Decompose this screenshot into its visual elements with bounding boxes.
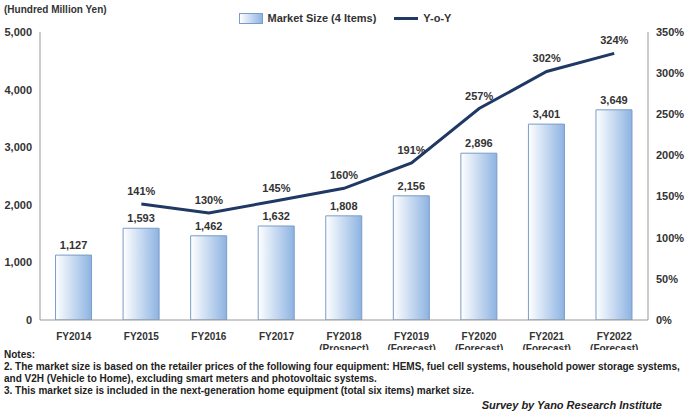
html-text:Y-o-Y: Y-o-Y: [423, 12, 452, 24]
svg-text:(Forecast): (Forecast): [590, 343, 638, 350]
svg-text:300%: 300%: [656, 67, 682, 79]
svg-text:1,000: 1,000: [8, 256, 32, 268]
svg-text:(Forecast): (Forecast): [522, 343, 570, 350]
svg-text:191%: 191%: [397, 144, 425, 156]
svg-text:(Forecast): (Forecast): [387, 343, 435, 350]
svg-text:FY2021: FY2021: [529, 331, 564, 342]
svg-text:130%: 130%: [195, 194, 223, 206]
svg-text:1,632: 1,632: [262, 210, 290, 222]
svg-text:350%: 350%: [656, 26, 682, 38]
svg-text:0: 0: [26, 314, 32, 326]
svg-text:250%: 250%: [656, 108, 682, 120]
svg-text:150%: 150%: [656, 190, 682, 202]
svg-text:1,127: 1,127: [60, 239, 88, 251]
svg-text:2,000: 2,000: [8, 199, 32, 211]
svg-text:(Forecast): (Forecast): [455, 343, 503, 350]
svg-text:200%: 200%: [656, 149, 682, 161]
svg-text:324%: 324%: [600, 34, 628, 46]
svg-text:3,649: 3,649: [600, 94, 628, 106]
html-text:Notes:: Notes:: [4, 349, 36, 360]
html-text:Market Size (4 Items): Market Size (4 Items): [267, 12, 377, 24]
svg-text:FY2022: FY2022: [597, 331, 632, 342]
svg-text:1,593: 1,593: [127, 212, 155, 224]
svg-text:FY2020: FY2020: [462, 331, 497, 342]
svg-text:3,401: 3,401: [533, 108, 561, 120]
html-text:3. This market size is include: 3. This market size is included in the n…: [4, 385, 475, 396]
svg-text:160%: 160%: [330, 169, 358, 181]
svg-text:FY2014: FY2014: [56, 331, 91, 342]
svg-text:(Prospect): (Prospect): [319, 343, 368, 350]
html-text:2. The market size is based on: 2. The market size is based on the retai…: [4, 361, 680, 384]
svg-text:3,000: 3,000: [8, 141, 32, 153]
svg-text:141%: 141%: [127, 185, 155, 197]
html-text:(Hundred Million Yen): (Hundred Million Yen): [4, 4, 107, 15]
svg-text:1,808: 1,808: [330, 200, 358, 212]
html-text:Survey by Yano Research Instit: Survey by Yano Research Institute: [481, 399, 662, 411]
svg-text:0%: 0%: [656, 314, 672, 326]
svg-text:4,000: 4,000: [8, 84, 32, 96]
svg-text:5,000: 5,000: [8, 26, 32, 38]
svg-text:50%: 50%: [656, 273, 678, 285]
svg-text:2,156: 2,156: [398, 180, 426, 192]
svg-text:FY2019: FY2019: [394, 331, 429, 342]
svg-text:FY2017: FY2017: [259, 331, 294, 342]
svg-text:302%: 302%: [533, 52, 561, 64]
svg-text:2,896: 2,896: [465, 137, 493, 149]
svg-text:257%: 257%: [465, 90, 493, 102]
svg-text:FY2018: FY2018: [326, 331, 361, 342]
svg-text:145%: 145%: [262, 182, 290, 194]
svg-text:FY2016: FY2016: [191, 331, 226, 342]
svg-text:100%: 100%: [656, 232, 682, 244]
svg-text:1,462: 1,462: [195, 220, 223, 232]
svg-text:FY2015: FY2015: [124, 331, 159, 342]
